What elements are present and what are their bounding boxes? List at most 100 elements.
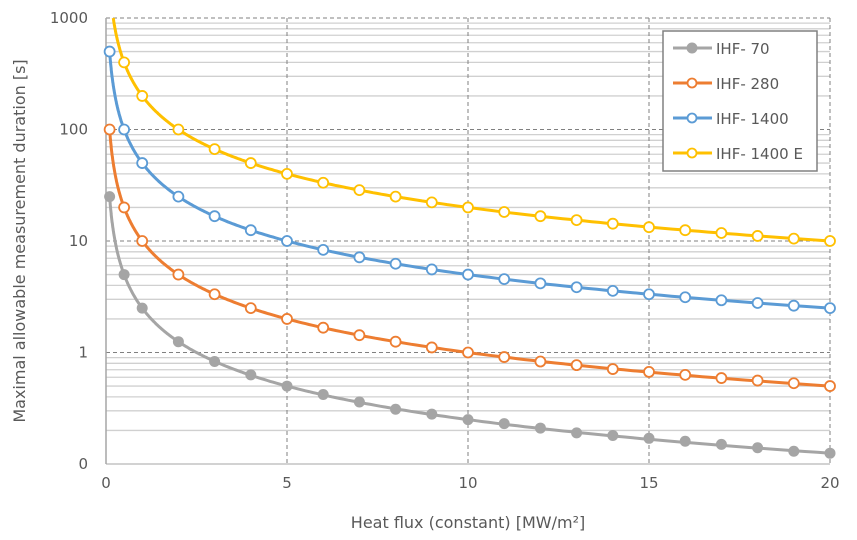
- x-tick-label: 10: [458, 474, 477, 492]
- data-point: [787, 232, 800, 245]
- legend-marker: [686, 147, 698, 159]
- data-point: [353, 251, 366, 264]
- legend-marker: [686, 112, 698, 124]
- data-point: [172, 123, 185, 136]
- data-point: [317, 243, 330, 256]
- data-point: [534, 277, 547, 290]
- data-point: [118, 56, 130, 69]
- x-tick-label: 0: [101, 474, 111, 492]
- data-point: [679, 368, 692, 381]
- data-point: [425, 196, 438, 209]
- tick-labels: 0 5 10 15 20 0 1 10 100 1000: [50, 9, 840, 492]
- legend-marker: [686, 77, 698, 89]
- data-point: [643, 221, 655, 234]
- data-point: [208, 143, 221, 156]
- data-point: [715, 227, 728, 239]
- data-point: [643, 365, 655, 378]
- legend-marker: [686, 42, 698, 54]
- data-point: [606, 284, 619, 297]
- data-point: [104, 191, 116, 203]
- data-point: [498, 351, 511, 363]
- data-point: [752, 442, 764, 454]
- data-point: [679, 224, 692, 237]
- data-point: [103, 45, 116, 58]
- data-point: [534, 210, 547, 223]
- data-point: [570, 214, 583, 226]
- series-group: [103, 17, 836, 459]
- data-point: [824, 380, 836, 392]
- series-line: [108, 196, 831, 455]
- data-point: [462, 346, 474, 359]
- data-point: [607, 430, 619, 442]
- data-point: [462, 268, 474, 281]
- data-point: [751, 297, 764, 309]
- data-point: [751, 374, 764, 387]
- data-point: [317, 389, 329, 401]
- y-tick-label: 10: [69, 232, 88, 250]
- x-tick-label: 20: [820, 474, 839, 492]
- data-point: [788, 445, 800, 457]
- data-point: [426, 408, 438, 420]
- data-point: [353, 396, 365, 408]
- data-point: [534, 355, 547, 368]
- data-point: [172, 268, 185, 281]
- data-point: [172, 336, 184, 348]
- data-point: [571, 427, 583, 439]
- y-tick-label: 0: [78, 455, 88, 473]
- data-point: [570, 359, 583, 372]
- legend: IHF- 70 IHF- 280 IHF- 1400 IHF- 1400 E: [662, 30, 818, 172]
- data-point: [245, 369, 257, 381]
- x-axis-label: Heat flux (constant) [MW/m²]: [351, 513, 585, 532]
- data-point: [353, 329, 366, 342]
- data-point: [136, 90, 149, 102]
- data-point: [281, 167, 293, 180]
- data-point: [824, 447, 836, 459]
- data-point: [715, 294, 728, 307]
- legend-box: [662, 30, 818, 172]
- data-point: [281, 313, 293, 325]
- legend-label: IHF- 1400 E: [716, 145, 803, 163]
- data-point: [498, 206, 511, 218]
- data-point: [715, 438, 727, 450]
- data-point: [425, 263, 438, 276]
- data-point: [317, 176, 330, 189]
- x-tick-label: 5: [282, 474, 292, 492]
- data-point: [136, 302, 148, 314]
- data-point: [462, 414, 474, 426]
- data-point: [498, 273, 511, 286]
- data-point: [390, 403, 402, 415]
- data-point: [824, 235, 836, 247]
- data-point: [389, 190, 402, 203]
- data-point: [751, 230, 764, 242]
- data-point: [244, 302, 257, 315]
- legend-label: IHF- 1400: [716, 110, 789, 128]
- y-tick-label: 100: [59, 121, 88, 139]
- data-point: [172, 190, 185, 203]
- data-point: [208, 210, 221, 223]
- data-point: [136, 157, 149, 169]
- data-point: [281, 380, 293, 392]
- data-point: [389, 257, 402, 270]
- legend-label: IHF- 280: [716, 75, 779, 93]
- data-point: [787, 377, 800, 390]
- data-point: [208, 288, 221, 301]
- data-point: [136, 235, 149, 247]
- data-point: [118, 269, 130, 281]
- y-axis-label: Maximal allowable measurement duration […: [10, 59, 29, 422]
- series-line: [108, 129, 831, 388]
- data-point: [462, 201, 474, 214]
- data-point: [715, 372, 728, 384]
- data-point: [244, 157, 257, 169]
- x-tick-label: 15: [639, 474, 658, 492]
- data-point: [118, 201, 130, 214]
- data-point: [389, 335, 402, 348]
- data-point: [787, 299, 800, 312]
- data-point: [570, 281, 583, 294]
- data-point: [209, 356, 221, 368]
- y-tick-label: 1000: [50, 9, 88, 27]
- data-point: [498, 418, 510, 430]
- data-point: [534, 422, 546, 434]
- data-point: [824, 302, 836, 315]
- data-point: [643, 432, 655, 444]
